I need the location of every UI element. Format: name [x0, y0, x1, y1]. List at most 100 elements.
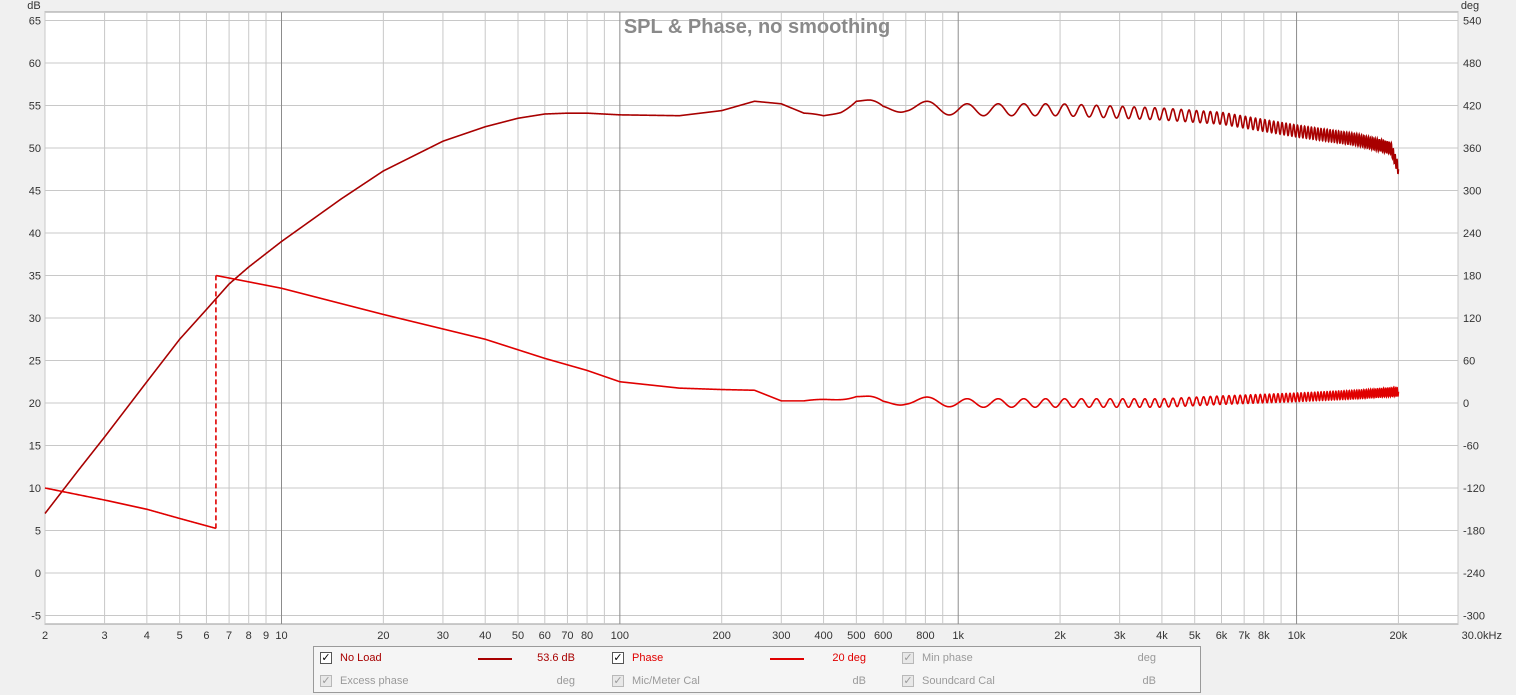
right-tick-label: 540 — [1463, 16, 1481, 28]
x-tick-label: 9 — [263, 630, 269, 642]
right-tick-label: 60 — [1463, 356, 1475, 368]
legend-item-min-phase[interactable]: ✓ Min phase deg — [902, 651, 1192, 665]
phase-line-low — [44, 487, 217, 530]
left-tick-label: 10 — [29, 483, 41, 495]
left-tick-label: 65 — [29, 16, 41, 28]
no-load-label: No Load — [340, 652, 382, 664]
x-tick-label: 10k — [1288, 630, 1306, 642]
x-tick-label: 3 — [102, 630, 108, 642]
x-tick-label: 8k — [1258, 630, 1270, 642]
legend-panel: ✓ No Load 53.6 dB ✓ Phase 20 deg ✓ Min p… — [313, 646, 1201, 693]
mic-meter-cal-label: Mic/Meter Cal — [632, 675, 700, 687]
left-tick-label: 5 — [35, 526, 41, 538]
legend-item-soundcard-cal[interactable]: ✓ Soundcard Cal dB — [902, 674, 1192, 688]
x-tick-label: 800 — [916, 630, 934, 642]
x-tick-label: 500 — [847, 630, 865, 642]
phase-swatch — [770, 658, 804, 660]
right-tick-label: 360 — [1463, 143, 1481, 155]
left-tick-label: 25 — [29, 356, 41, 368]
x-tick-label: 80 — [581, 630, 593, 642]
min-phase-label: Min phase — [922, 652, 973, 664]
left-tick-label: 30 — [29, 313, 41, 325]
right-tick-label: 240 — [1463, 228, 1481, 240]
x-tick-label: 4k — [1156, 630, 1168, 642]
right-tick-label: 120 — [1463, 313, 1481, 325]
right-tick-label: 180 — [1463, 271, 1481, 283]
legend-item-mic-meter-cal[interactable]: ✓ Mic/Meter Cal dB — [612, 674, 902, 688]
x-tick-label: 3k — [1114, 630, 1126, 642]
x-tick-label: 8 — [246, 630, 252, 642]
right-axis-unit: deg — [1461, 0, 1479, 12]
phase-line — [215, 274, 1400, 409]
legend-item-phase[interactable]: ✓ Phase 20 deg — [612, 651, 902, 665]
x-tick-label: 70 — [561, 630, 573, 642]
spl-line-no-load — [44, 99, 1400, 514]
x-tick-label: 20k — [1390, 630, 1408, 642]
x-tick-label: 10 — [275, 630, 287, 642]
x-tick-label: 40 — [479, 630, 491, 642]
excess-phase-label: Excess phase — [340, 675, 409, 687]
x-tick-label: 1k — [952, 630, 964, 642]
mic-meter-cal-checkbox[interactable]: ✓ — [612, 675, 624, 687]
x-tick-label: 200 — [713, 630, 731, 642]
left-tick-label: 15 — [29, 441, 41, 453]
phase-label: Phase — [632, 652, 664, 664]
soundcard-cal-checkbox[interactable]: ✓ — [902, 675, 914, 687]
chart-title: SPL & Phase, no smoothing — [624, 16, 890, 38]
min-phase-value: deg — [1137, 652, 1156, 664]
soundcard-cal-value: dB — [1142, 675, 1156, 687]
x-tick-label: 600 — [874, 630, 892, 642]
excess-phase-checkbox[interactable]: ✓ — [320, 675, 332, 687]
mic-meter-cal-value: dB — [852, 675, 866, 687]
x-tick-label: 30.0kHz — [1462, 630, 1502, 642]
soundcard-cal-label: Soundcard Cal — [922, 675, 995, 687]
x-tick-label: 6k — [1216, 630, 1228, 642]
excess-phase-value: deg — [556, 675, 575, 687]
left-tick-label: 60 — [29, 58, 41, 70]
left-axis-unit: dB — [27, 0, 40, 12]
right-tick-label: -240 — [1463, 568, 1485, 580]
x-tick-label: 7 — [226, 630, 232, 642]
legend-item-excess-phase[interactable]: ✓ Excess phase deg — [320, 674, 610, 688]
left-tick-label: 20 — [29, 398, 41, 410]
no-load-value: 53.6 dB — [537, 652, 575, 664]
left-tick-label: 35 — [29, 271, 41, 283]
x-tick-label: 6 — [203, 630, 209, 642]
x-tick-label: 50 — [512, 630, 524, 642]
x-tick-label: 7k — [1238, 630, 1250, 642]
phase-checkbox[interactable]: ✓ — [612, 652, 624, 664]
x-tick-label: 4 — [144, 630, 150, 642]
x-tick-label: 60 — [539, 630, 551, 642]
x-axis-ticks: 2 3 4 5 6 7 8 9 10 20 30 40 50 60 70 80 100 200 300 400 500 6… — [42, 630, 1502, 642]
phase-value: 20 deg — [832, 652, 866, 664]
x-tick-label: 100 — [611, 630, 629, 642]
right-tick-label: -300 — [1463, 611, 1485, 623]
x-tick-label: 5 — [177, 630, 183, 642]
right-tick-label: 420 — [1463, 101, 1481, 113]
right-tick-label: 480 — [1463, 58, 1481, 70]
left-tick-label: -5 — [31, 611, 41, 623]
left-tick-label: 0 — [35, 568, 41, 580]
right-tick-label: -120 — [1463, 483, 1485, 495]
x-tick-label: 300 — [772, 630, 790, 642]
left-tick-label: 40 — [29, 228, 41, 240]
right-axis-ticks: 540 480 420 360 300 240 180 120 60 0 -60 -120 -180 -2… — [1463, 16, 1485, 623]
x-tick-label: 2 — [42, 630, 48, 642]
x-tick-label: 20 — [377, 630, 389, 642]
right-tick-label: -180 — [1463, 526, 1485, 538]
series-group — [44, 99, 1400, 530]
legend-item-no-load[interactable]: ✓ No Load 53.6 dB — [320, 651, 610, 665]
right-tick-label: 300 — [1463, 186, 1481, 198]
left-tick-label: 45 — [29, 186, 41, 198]
grid-lines — [44, 12, 1459, 624]
no-load-swatch — [478, 658, 512, 660]
right-tick-label: -60 — [1463, 441, 1479, 453]
x-tick-label: 2k — [1054, 630, 1066, 642]
x-tick-label: 400 — [814, 630, 832, 642]
no-load-checkbox[interactable]: ✓ — [320, 652, 332, 664]
left-tick-label: 55 — [29, 101, 41, 113]
left-tick-label: 50 — [29, 143, 41, 155]
min-phase-checkbox[interactable]: ✓ — [902, 652, 914, 664]
x-tick-label: 5k — [1189, 630, 1201, 642]
